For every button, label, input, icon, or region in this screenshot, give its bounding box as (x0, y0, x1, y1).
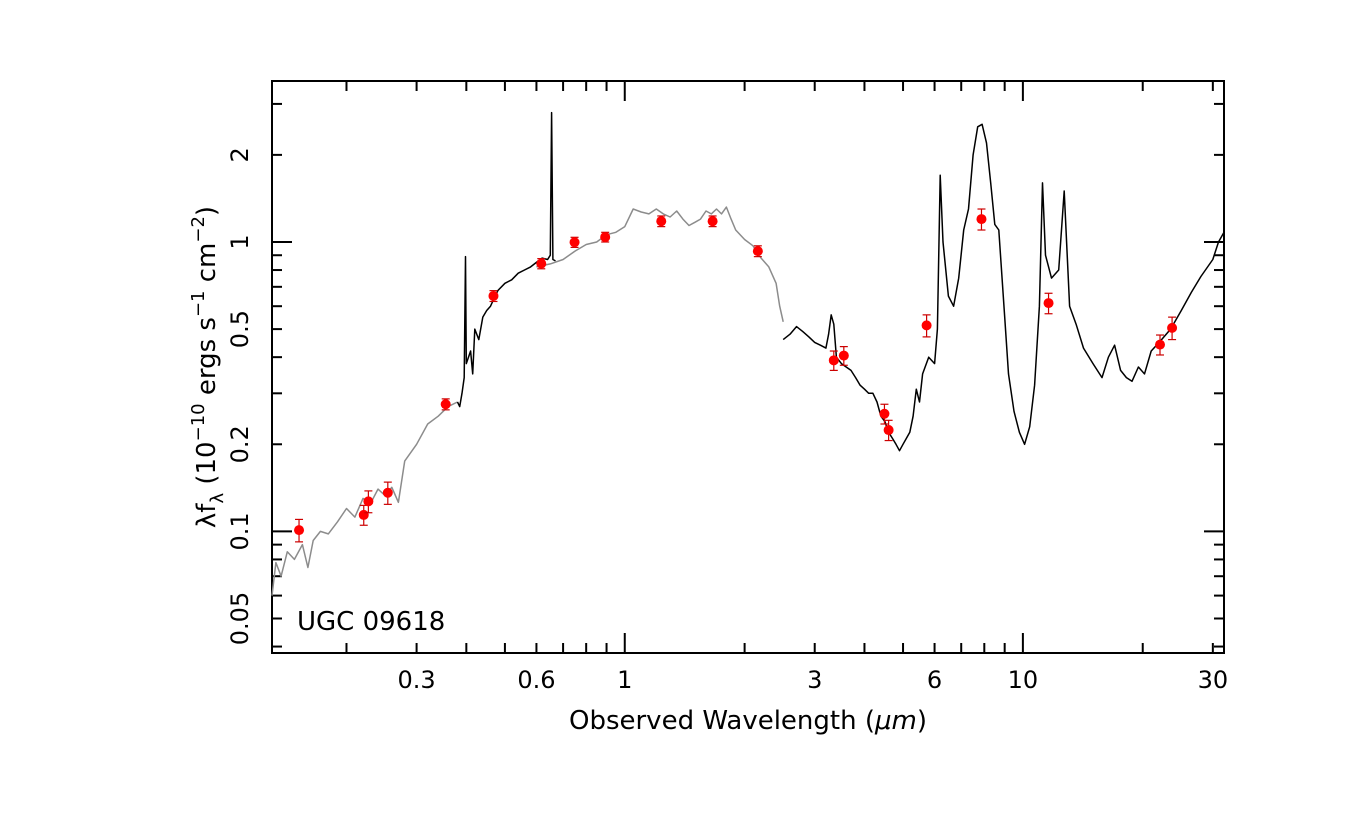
data-point (536, 258, 547, 269)
data-point (363, 496, 374, 507)
axis-ticks (272, 81, 1224, 653)
x-axis-title-close: ) (917, 706, 927, 736)
model-spectrum-gray (271, 206, 784, 596)
x-tick-label: 0.3 (398, 666, 436, 694)
y-title-sub: λ (207, 493, 228, 504)
y-title-exp2: −1 (188, 290, 209, 317)
data-point (382, 487, 393, 498)
y-title-mid: ergs s (192, 317, 222, 403)
y-tick-label: 0.1 (226, 512, 254, 550)
y-tick-label: 0.2 (226, 425, 254, 463)
model-gray-segment (271, 401, 458, 596)
y-tick-label: 1 (226, 234, 254, 249)
x-tick-label: 10 (1008, 666, 1039, 694)
y-title-open: (10 (192, 441, 222, 493)
y-title-lead: λf (192, 503, 222, 528)
y-tick-labels: 0.05 0.1 0.2 0.5 1 2 (226, 147, 254, 645)
y-tick-label: 0.5 (226, 310, 254, 348)
x-axis-title: Observed Wavelength (μm) (569, 706, 927, 736)
data-point (879, 408, 890, 419)
galaxy-name-annotation: UGC 09618 (297, 607, 445, 637)
data-point (828, 355, 839, 366)
data-point (707, 216, 718, 227)
data-point (921, 320, 932, 331)
data-point (569, 237, 580, 248)
x-axis-title-unit: μm (874, 706, 917, 736)
x-tick-label: 3 (807, 666, 822, 694)
y-title-exp1: −10 (188, 403, 209, 441)
data-point (976, 214, 987, 225)
x-axis-title-main: Observed Wavelength ( (569, 706, 875, 736)
x-tick-label: 30 (1198, 666, 1229, 694)
y-title-close: ) (192, 206, 222, 216)
x-tick-label: 1 (617, 666, 632, 694)
x-tick-label: 0.6 (517, 666, 555, 694)
x-tick-labels: 0.3 0.6 1 3 6 10 30 (398, 666, 1229, 694)
model-black-segment (782, 123, 1225, 452)
model-spectrum-black (456, 111, 1225, 452)
y-tick-label: 2 (226, 147, 254, 162)
y-tick-label: 0.05 (226, 592, 254, 645)
data-point (1167, 322, 1178, 333)
data-point (752, 246, 763, 257)
plot-frame (271, 80, 1225, 654)
data-point (1154, 339, 1165, 350)
data-point (294, 525, 305, 536)
data-point (838, 350, 849, 361)
data-point (488, 290, 499, 301)
data-point (600, 232, 611, 243)
data-point (1043, 298, 1054, 309)
y-axis-title: λfλ (10−10 ergs s−1 cm−2) (188, 206, 228, 528)
data-point (440, 399, 451, 410)
y-title-cm: cm (192, 243, 222, 291)
x-tick-label: 6 (927, 666, 942, 694)
data-point (358, 509, 369, 520)
data-point (656, 216, 667, 227)
y-title-exp3: −2 (188, 216, 209, 243)
photometry-points (294, 208, 1178, 543)
data-point (883, 425, 894, 436)
